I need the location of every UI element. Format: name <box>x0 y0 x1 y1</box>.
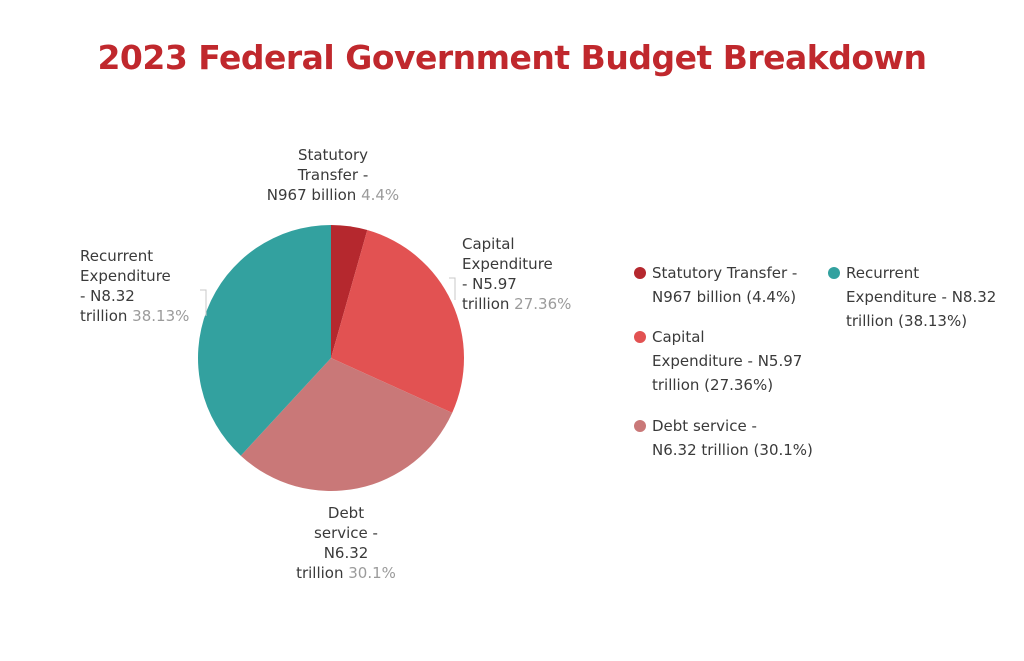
legend-text: Recurrent <box>846 264 920 282</box>
legend-text: Expenditure - N8.32 <box>846 288 997 306</box>
leader-line <box>200 289 207 316</box>
chart-title: 2023 Federal Government Budget Breakdown <box>97 38 927 77</box>
legend-text: trillion (27.36%) <box>652 376 774 394</box>
legend-item: Statutory Transfer - N967 billion (4.4%) <box>634 261 798 309</box>
legend-text: Capital <box>652 328 705 346</box>
pie-slice-capital-expenditure[interactable] <box>331 230 465 413</box>
slice-label: Recurrent Expenditure - N8.32 trillion 38.1… <box>80 247 189 325</box>
slice-label: Statutory Transfer -N967 billion 4.4% <box>267 146 399 204</box>
legend-item: Capital Expenditure - N5.97 trillion (27.3… <box>634 325 803 397</box>
legend-text: N6.32 trillion (30.1%) <box>652 441 813 459</box>
pie-slice-recurrent-expenditure[interactable] <box>198 225 331 456</box>
legend-swatch <box>828 267 840 279</box>
legend-text: trillion (38.13%) <box>846 312 968 330</box>
slice-label: Capital Expenditure - N5.97 trillion 27.36% <box>462 235 571 313</box>
legend-item: Debt service - N6.32 trillion (30.1%) <box>634 414 813 462</box>
pie-slice-debt-service[interactable] <box>240 358 453 492</box>
legend-swatch <box>634 331 646 343</box>
legend-text: Statutory Transfer - <box>652 264 798 282</box>
legend-item: Recurrent Expenditure - N8.32 trillion (38… <box>828 261 997 333</box>
pie-slice-statutory-transfer[interactable] <box>331 225 368 358</box>
leader-line <box>449 277 456 300</box>
legend-text: Expenditure - N5.97 <box>652 352 803 370</box>
legend-swatch <box>634 420 646 432</box>
legend-text: N967 billion (4.4%) <box>652 288 797 306</box>
legend-swatch <box>634 267 646 279</box>
slice-label: Debt service -N6.32 trillion 30.1% <box>296 504 396 582</box>
legend-text: Debt service - <box>652 417 757 435</box>
